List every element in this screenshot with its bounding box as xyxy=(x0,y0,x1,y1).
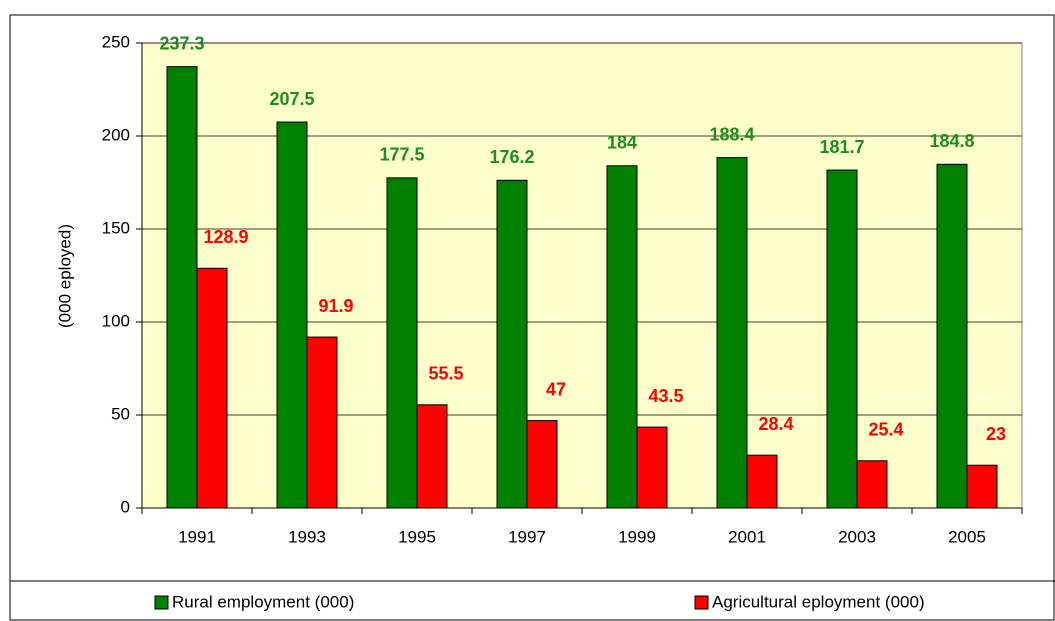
bar xyxy=(826,169,858,509)
bar xyxy=(936,163,968,509)
bar xyxy=(856,460,888,509)
bar xyxy=(496,179,528,509)
legend-label: Rural employment (000) xyxy=(172,592,354,611)
value-label: 177.5 xyxy=(379,145,424,165)
y-tick-label: 200 xyxy=(102,125,130,144)
value-label: 55.5 xyxy=(428,364,463,384)
legend-swatch xyxy=(154,595,169,610)
value-label: 23 xyxy=(986,424,1006,444)
y-tick-label: 50 xyxy=(111,404,130,423)
value-label: 184 xyxy=(607,133,637,153)
value-label: 181.7 xyxy=(819,137,864,157)
bar xyxy=(746,454,778,509)
y-tick-label: 150 xyxy=(102,218,130,237)
bar xyxy=(526,420,558,509)
value-label: 43.5 xyxy=(648,386,683,406)
y-tick-label: 100 xyxy=(102,311,130,330)
bar xyxy=(196,267,228,509)
x-tick-label: 1999 xyxy=(618,527,656,546)
value-label: 28.4 xyxy=(758,414,793,434)
value-label: 176.2 xyxy=(489,147,534,167)
bar xyxy=(306,336,338,509)
x-tick-label: 1997 xyxy=(508,527,546,546)
bar xyxy=(416,404,448,509)
bar xyxy=(636,426,668,509)
x-tick-label: 1995 xyxy=(398,527,436,546)
legend-label: Agricultural eployment (000) xyxy=(712,592,925,611)
x-tick-label: 1991 xyxy=(178,527,216,546)
y-tick-label: 0 xyxy=(121,497,130,516)
bar xyxy=(386,177,418,509)
value-label: 207.5 xyxy=(269,89,314,109)
x-tick-label: 2003 xyxy=(838,527,876,546)
bar xyxy=(606,165,638,509)
value-label: 188.4 xyxy=(709,124,754,144)
value-label: 47 xyxy=(546,379,566,399)
y-tick-label: 250 xyxy=(102,32,130,51)
x-tick-label: 2005 xyxy=(948,527,986,546)
x-tick-label: 2001 xyxy=(728,527,766,546)
y-axis-label: (000 eployed) xyxy=(55,224,74,328)
bar xyxy=(966,464,998,509)
value-label: 237.3 xyxy=(159,33,204,53)
legend-swatch xyxy=(694,595,709,610)
bar xyxy=(716,157,748,509)
value-label: 25.4 xyxy=(868,420,903,440)
bar xyxy=(166,66,198,509)
value-label: 128.9 xyxy=(203,227,248,247)
value-label: 91.9 xyxy=(318,296,353,316)
value-label: 184.8 xyxy=(929,131,974,151)
bar xyxy=(276,121,308,509)
x-tick-label: 1993 xyxy=(288,527,326,546)
